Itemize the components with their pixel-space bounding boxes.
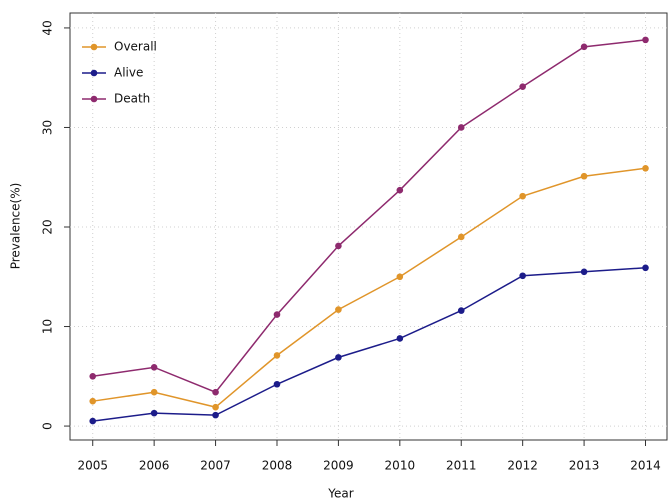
data-point	[273, 311, 281, 318]
x-tick-label: 2009	[323, 459, 354, 473]
x-tick-label: 2010	[385, 459, 416, 473]
x-axis-title: Year	[327, 487, 353, 501]
data-point	[457, 124, 465, 131]
legend-marker	[90, 43, 98, 51]
x-tick-label: 2011	[446, 459, 477, 473]
data-point	[89, 397, 97, 405]
x-tick-label: 2014	[630, 459, 661, 473]
y-axis-title: Prevalence(%)	[9, 183, 23, 270]
data-point	[396, 273, 404, 281]
data-point	[642, 264, 649, 272]
x-tick-label: 2013	[569, 459, 600, 473]
data-point	[212, 403, 219, 411]
data-point	[580, 43, 588, 51]
data-point	[335, 306, 342, 313]
y-tick-label: 0	[41, 422, 55, 430]
legend-label: Alive	[114, 66, 143, 80]
data-point	[519, 83, 526, 90]
data-point	[335, 354, 342, 361]
data-point	[396, 186, 404, 194]
y-tick-label: 20	[41, 219, 55, 234]
x-tick-label: 2006	[139, 459, 170, 473]
y-tick-label: 10	[41, 319, 55, 334]
y-tick-label: 40	[41, 20, 55, 35]
data-point	[212, 388, 219, 396]
data-point	[457, 233, 465, 241]
data-point	[519, 192, 526, 200]
data-point	[580, 268, 588, 276]
plot-frame	[69, 12, 668, 441]
x-tick-label: 2008	[262, 459, 293, 473]
data-point	[580, 172, 588, 180]
legend-marker	[90, 95, 98, 103]
x-tick-label: 2007	[200, 459, 231, 473]
data-point	[273, 352, 281, 359]
data-point	[335, 242, 342, 250]
series-line	[92, 267, 646, 422]
data-point	[212, 411, 219, 419]
data-point	[642, 164, 649, 172]
data-point	[150, 364, 158, 371]
x-tick-label: 2005	[77, 459, 108, 473]
data-point	[89, 372, 97, 380]
legend-label: Overall	[114, 40, 157, 54]
data-point	[150, 409, 158, 417]
y-tick-label: 30	[41, 120, 55, 135]
data-point	[519, 272, 526, 280]
data-point	[273, 380, 281, 388]
data-point	[457, 307, 465, 314]
data-point	[89, 417, 97, 425]
series-line	[92, 39, 646, 394]
legend-label: Death	[114, 92, 150, 106]
x-tick-label: 2012	[507, 459, 538, 473]
data-point	[150, 388, 158, 396]
data-point	[642, 36, 649, 44]
series-line	[92, 167, 646, 408]
legend-marker	[90, 69, 98, 77]
data-point	[396, 335, 404, 342]
